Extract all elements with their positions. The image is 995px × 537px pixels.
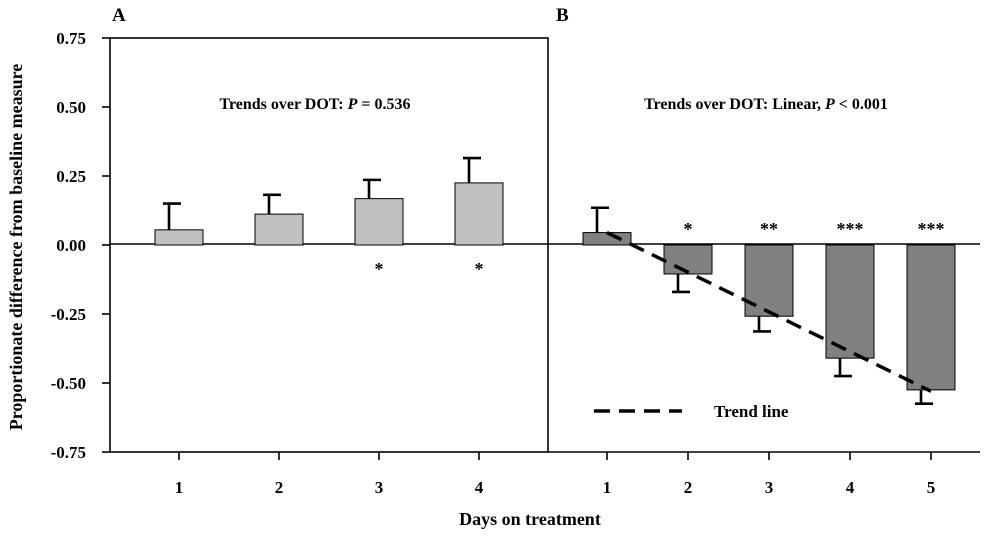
bar bbox=[454, 182, 504, 246]
y-tick-label: 0.00 bbox=[56, 236, 86, 255]
significance-marker: * bbox=[684, 219, 693, 239]
y-tick-label: 0.25 bbox=[56, 167, 86, 186]
x-tick-label: 3 bbox=[765, 478, 774, 497]
y-tick-label: 0.75 bbox=[56, 29, 86, 48]
panel-a-annotation: Trends over DOT: P = 0.536 bbox=[219, 96, 410, 113]
x-tick-label: 4 bbox=[475, 478, 484, 497]
bar bbox=[906, 244, 956, 391]
x-tick-label: 3 bbox=[375, 478, 384, 497]
bar bbox=[825, 244, 875, 359]
panel-b-letter: B bbox=[556, 5, 569, 26]
x-tick-label: 4 bbox=[846, 478, 855, 497]
trend-line bbox=[606, 231, 932, 393]
x-tick-label: 2 bbox=[275, 478, 284, 497]
significance-marker: * bbox=[375, 259, 384, 279]
significance-marker: *** bbox=[918, 219, 945, 239]
y-tick-label: -0.50 bbox=[51, 374, 86, 393]
y-tick-label: -0.25 bbox=[51, 305, 86, 324]
x-axis-title: Days on treatment bbox=[459, 509, 601, 529]
significance-marker: ** bbox=[760, 219, 778, 239]
legend-trend-line-label: Trend line bbox=[714, 402, 789, 421]
y-axis-title: Proportionate difference from baseline m… bbox=[6, 64, 26, 431]
panel-a-letter: A bbox=[112, 5, 126, 26]
panel-b: B 1 2 3 4 5 Trends over DOT: Linear, P < 0.0… bbox=[548, 5, 980, 497]
x-tick-label: 2 bbox=[684, 478, 693, 497]
panel-b-annotation: Trends over DOT: Linear, P < 0.001 bbox=[644, 96, 888, 113]
x-tick-label: 1 bbox=[175, 478, 184, 497]
significance-marker: * bbox=[475, 259, 484, 279]
significance-marker: *** bbox=[837, 219, 864, 239]
panel-a: A 0.75 0.50 0.25 0.00 -0.25 -0.50 -0.75 1 2 3 4 T… bbox=[51, 5, 549, 497]
bar bbox=[154, 229, 204, 246]
y-tick-label: -0.75 bbox=[51, 443, 86, 462]
x-tick-label: 1 bbox=[603, 478, 612, 497]
bar bbox=[663, 244, 713, 275]
bar bbox=[254, 213, 304, 246]
x-tick-label: 5 bbox=[927, 478, 936, 497]
y-tick-label: 0.50 bbox=[56, 98, 86, 117]
bar bbox=[354, 198, 404, 246]
